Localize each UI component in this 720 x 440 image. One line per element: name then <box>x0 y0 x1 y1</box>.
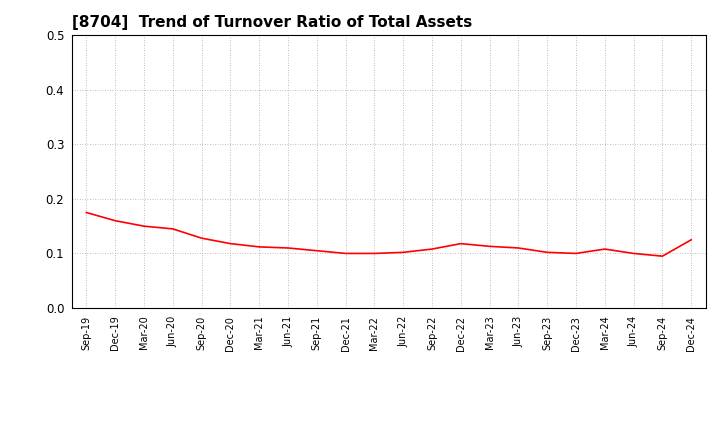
Text: [8704]  Trend of Turnover Ratio of Total Assets: [8704] Trend of Turnover Ratio of Total … <box>72 15 472 30</box>
